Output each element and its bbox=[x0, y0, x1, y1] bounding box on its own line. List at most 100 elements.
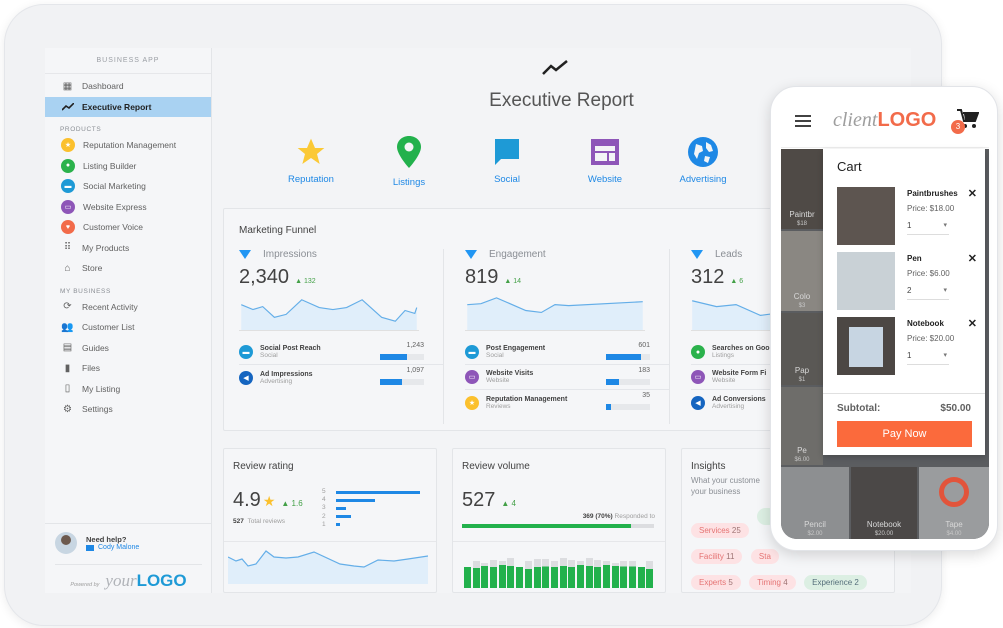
sidebar-item-store[interactable]: ⌂ Store bbox=[45, 258, 211, 279]
insight-chip[interactable]: Experts 5 bbox=[691, 575, 741, 590]
rating-distribution: 5 4 3 2 1 bbox=[322, 488, 420, 529]
cart-icon[interactable] bbox=[957, 109, 980, 135]
insight-chip[interactable]: Timing 4 bbox=[749, 575, 796, 590]
sidebar-item-reputation-management[interactable]: ★ Reputation Management bbox=[45, 135, 211, 156]
help-contact-link[interactable]: Cody Malone bbox=[86, 544, 139, 551]
progress-bar bbox=[380, 354, 424, 360]
sidebar-item-customer-list[interactable]: 👥 Customer List bbox=[61, 321, 135, 333]
funnel-impressions: Impressions 2,340 ▲ 132 ▬ Social Post Rea… bbox=[239, 249, 444, 390]
insight-chip[interactable]: Experience 2 bbox=[804, 575, 867, 590]
product-listings[interactable]: Listings bbox=[360, 136, 458, 188]
sidebar-item-dashboard[interactable]: ▦ Dashboard bbox=[62, 80, 124, 92]
product-advertising[interactable]: Advertising bbox=[654, 136, 752, 188]
sidebar-item-listing-builder[interactable]: ● Listing Builder bbox=[45, 156, 211, 177]
funnel-icon bbox=[691, 250, 703, 259]
sidebar-item-recent-activity[interactable]: ⟳ Recent Activity bbox=[45, 297, 211, 318]
star-icon bbox=[262, 136, 360, 168]
hamburger-menu-icon[interactable] bbox=[795, 115, 811, 130]
pay-now-button[interactable]: Pay Now bbox=[837, 421, 972, 447]
product-website[interactable]: Website bbox=[556, 136, 654, 188]
notebook-image bbox=[837, 317, 895, 375]
sidebar-item-website-express[interactable]: ▭ Website Express bbox=[45, 197, 211, 218]
insight-chip[interactable]: Services 25 bbox=[691, 523, 749, 538]
product-tile[interactable]: Pe $6.00 bbox=[781, 387, 823, 465]
sidebar-item-my-products[interactable]: ⠿ My Products bbox=[45, 238, 211, 259]
sidebar-item-guides[interactable]: ▤ Guides bbox=[62, 342, 109, 354]
chat-icon bbox=[458, 136, 556, 168]
product-tile[interactable]: Colo $3 bbox=[781, 231, 823, 311]
rating-value: 4.9 bbox=[233, 489, 261, 511]
delta-badge: ▲ 14 bbox=[504, 278, 522, 285]
funnel-icon bbox=[239, 250, 251, 259]
responded-progress bbox=[462, 524, 654, 528]
insight-chip[interactable]: Facility 11 bbox=[691, 549, 743, 564]
funnel-row[interactable]: ◀ Ad Impressions Advertising 1,097 bbox=[239, 365, 444, 390]
funnel-row[interactable]: ● Searches on Goo Listings bbox=[691, 340, 784, 365]
paintbrushes-image bbox=[837, 187, 895, 245]
powered-by-logo: Powered by your LOGO bbox=[55, 564, 202, 591]
phone-mockup: clientLOGO 3 Paintbr $18 Colo $3 Pap $1 Pe $… bbox=[770, 86, 998, 551]
product-nav: Reputation Listings Social bbox=[262, 136, 752, 188]
my-business-section-header: MY BUSINESS bbox=[60, 287, 111, 295]
pin-icon: ● bbox=[691, 345, 705, 359]
sidebar-item-settings[interactable]: ⚙ Settings bbox=[45, 399, 211, 420]
funnel-row[interactable]: ▬ Post Engagement Social 601 bbox=[465, 340, 670, 365]
product-reputation[interactable]: Reputation bbox=[262, 136, 360, 188]
product-tile[interactable]: Notebook $20.00 bbox=[851, 467, 917, 539]
gear-icon: ⚙ bbox=[63, 403, 72, 415]
product-tile[interactable]: Pencil $2.00 bbox=[781, 467, 849, 539]
app-screen: BUSINESS APP ▦ Dashboard Executive Repor… bbox=[45, 48, 911, 593]
sidebar-item-my-listing[interactable]: ▯ My Listing bbox=[45, 379, 211, 400]
cart-title: Cart bbox=[837, 159, 862, 174]
guides-icon: ▤ bbox=[62, 342, 73, 354]
phone-icon: ▯ bbox=[64, 383, 71, 395]
funnel-row[interactable]: ▭ Website Visits Website 183 bbox=[465, 365, 670, 390]
product-tile[interactable]: Tape $4.00 bbox=[919, 467, 989, 539]
sidebar-item-customer-voice[interactable]: ♥ Customer Voice bbox=[45, 217, 211, 238]
chat-icon: ▬ bbox=[61, 179, 75, 194]
insight-chip[interactable]: Sta bbox=[750, 549, 779, 564]
remove-item-icon[interactable]: ✕ bbox=[967, 188, 977, 200]
cart-panel: Cart Paintbrushes Price: $18.00 1 ✕ Pen … bbox=[823, 149, 985, 455]
client-logo: clientLOGO bbox=[833, 109, 937, 131]
website-icon: ▭ bbox=[691, 370, 705, 384]
sidebar-item-files[interactable]: ▮ Files bbox=[45, 358, 211, 379]
quantity-select[interactable]: 2 bbox=[907, 286, 949, 300]
funnel-row[interactable]: ▬ Social Post Reach Social 1,243 bbox=[239, 340, 444, 365]
delta-badge: ▲ 132 bbox=[295, 278, 316, 285]
trending-icon bbox=[542, 60, 568, 81]
funnel-row[interactable]: ▭ Website Form Fi Website bbox=[691, 365, 784, 390]
sidebar-item-social-marketing[interactable]: ▬ Social Marketing bbox=[45, 176, 211, 197]
rating-trend-chart bbox=[228, 550, 428, 584]
refresh-icon: ⟳ bbox=[63, 301, 72, 313]
sidebar-item-executive-report[interactable]: Executive Report bbox=[45, 96, 211, 117]
product-tile[interactable]: Paintbr $18 bbox=[781, 149, 823, 229]
subtotal: Subtotal: $50.00 bbox=[837, 403, 971, 414]
star-icon: ★ bbox=[61, 138, 75, 153]
product-social[interactable]: Social bbox=[458, 136, 556, 188]
send-icon: ◀ bbox=[239, 370, 253, 385]
grid-icon: ⠿ bbox=[63, 242, 72, 254]
remove-item-icon[interactable]: ✕ bbox=[967, 253, 977, 265]
cart-item: Notebook Price: $20.00 1 ✕ bbox=[837, 317, 977, 377]
basket-icon: ⌂ bbox=[64, 262, 71, 274]
file-icon: ▮ bbox=[64, 362, 71, 374]
chat-icon bbox=[86, 544, 94, 551]
main-content: Executive Report Reputation Listings bbox=[212, 48, 911, 593]
quantity-select[interactable]: 1 bbox=[907, 221, 949, 235]
progress-bar bbox=[606, 354, 650, 360]
cart-item: Pen Price: $6.00 2 ✕ bbox=[837, 252, 977, 312]
review-volume-bars bbox=[464, 557, 655, 588]
quantity-select[interactable]: 1 bbox=[907, 351, 949, 365]
funnel-row[interactable]: ★ Reputation Management Reviews 35 bbox=[465, 390, 670, 415]
progress-bar bbox=[380, 379, 424, 385]
review-rating-card: Review rating 4.9 ★ ▲ 1.6 527 Total revi… bbox=[223, 448, 437, 593]
page-title: Executive Report bbox=[489, 90, 634, 111]
pin-icon bbox=[360, 136, 458, 168]
card-title: Marketing Funnel bbox=[239, 225, 317, 236]
remove-item-icon[interactable]: ✕ bbox=[967, 318, 977, 330]
funnel-row[interactable]: ◀ Ad Conversions Advertising bbox=[691, 390, 784, 415]
impressions-value: 2,340 bbox=[239, 266, 290, 288]
product-tile[interactable]: Pap $1 bbox=[781, 313, 823, 385]
chat-icon: ▬ bbox=[465, 345, 479, 359]
